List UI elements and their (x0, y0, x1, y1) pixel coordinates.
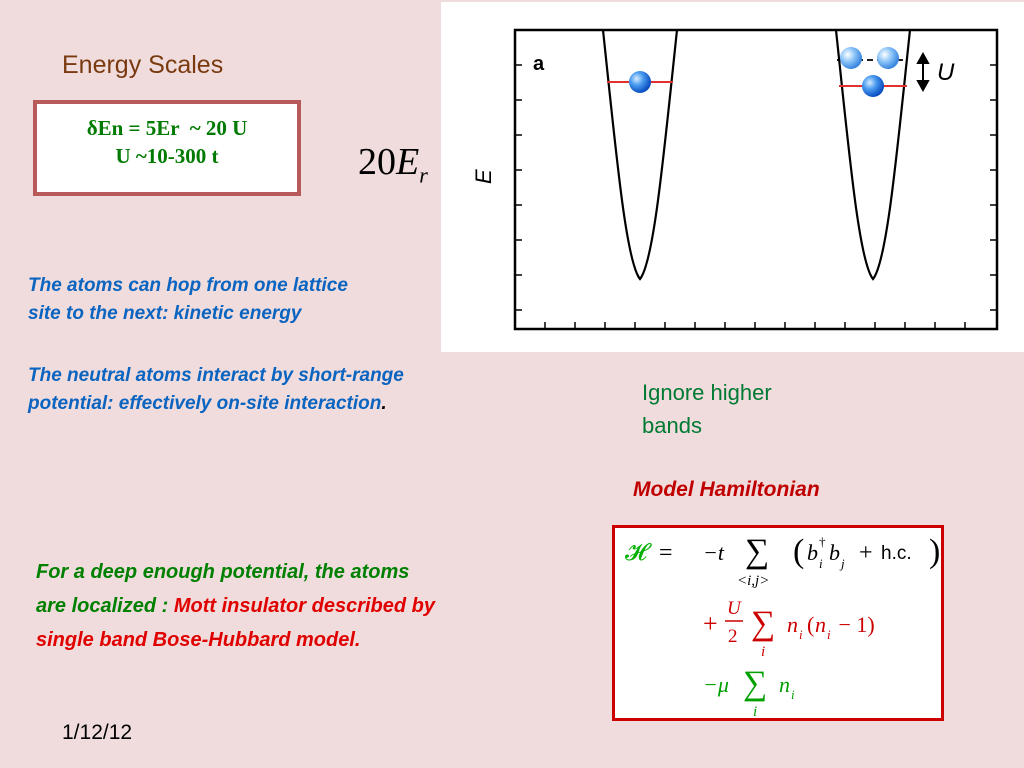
atom-excited-1 (840, 47, 862, 69)
sum-subscript-i-2: i (761, 644, 765, 660)
n-i-sub-2: i (827, 627, 831, 642)
slide-date: 1/12/12 (62, 721, 133, 744)
deep-line-2: are localized : Mott insulator described… (36, 589, 556, 623)
atom-right-well (862, 75, 884, 97)
minus-one-term: − 1) (833, 612, 875, 637)
atom-excited-2 (877, 47, 899, 69)
plot-frame (513, 28, 999, 331)
b-sub-j: j (839, 556, 845, 571)
dagger-symbol: † (819, 534, 826, 549)
minus-mu-term: −μ (703, 672, 729, 697)
ignore-bands-note: Ignore higher bands (642, 376, 842, 442)
interaction-line-2-dot: . (381, 393, 387, 414)
page-title: Energy Scales (62, 51, 224, 79)
equals-sign: = (659, 540, 673, 566)
bottom-axis-ticks (544, 322, 966, 329)
panel-label: a (533, 53, 545, 75)
open-paren-2: ( (807, 612, 814, 637)
fraction-numerator-u: U (727, 598, 742, 619)
sum-symbol-3: ∑ (743, 665, 767, 702)
b-base: b (829, 540, 840, 565)
deep-line-2-green: are localized : (36, 595, 174, 617)
right-axis-ticks (990, 64, 997, 311)
left-axis-ticks (515, 64, 522, 311)
energy-scale-box: δEn = 5Er ~ 20 U U ~10-300 t (33, 100, 301, 196)
big-paren-open: ( (793, 533, 804, 570)
u-double-arrow (916, 51, 930, 93)
model-hamiltonian-label: Model Hamiltonian (633, 478, 820, 501)
hopping-description: The atoms can hop from one lattice site … (28, 272, 428, 328)
big-paren-close: ) (929, 533, 940, 570)
minus-t-term: −t (703, 540, 725, 565)
interaction-line-2-text: potential: effectively on-site interacti… (28, 393, 382, 414)
plus-sign-1: + (859, 540, 873, 566)
ignore-line-2: bands (642, 413, 702, 438)
energy-axis-label: E (471, 169, 496, 184)
n-i-base: n (787, 612, 798, 637)
sum-symbol-2: ∑ (751, 605, 775, 642)
plus-sign-2: + (703, 609, 718, 638)
deep-line-2-red: Mott insulator described by (173, 595, 435, 617)
right-well-curve (834, 29, 912, 281)
hamiltonian-equation: 𝓗 = −t ∑ <i,j> ( b † i b j + h.c. ) + U … (625, 533, 940, 720)
hopping-line-2: site to the next: kinetic energy (28, 303, 302, 324)
recoil-subscript: r (419, 162, 428, 188)
u-label: U (937, 59, 955, 86)
potential-plot: U a E (471, 28, 999, 331)
recoil-symbol: E (396, 141, 420, 183)
b-dagger-base: b (807, 540, 818, 565)
deep-line-1: For a deep enough potential, the atoms (36, 561, 410, 583)
n-i-sub: i (799, 627, 803, 642)
energy-scale-line-1: δEn = 5Er ~ 20 U (86, 116, 248, 140)
potential-plot-panel: U a E (441, 2, 1024, 352)
hermitian-conjugate: h.c. (881, 543, 912, 564)
sum-subscript-ij: <i,j> (737, 573, 769, 589)
sum-subscript-i-3: i (753, 704, 757, 718)
atom-left-well (629, 71, 651, 93)
deep-line-3: single band Bose-Hubbard model. (36, 629, 361, 651)
interaction-line-2: potential: effectively on-site interacti… (28, 390, 488, 418)
interaction-description: The neutral atoms interact by short-rang… (28, 362, 488, 418)
interaction-line-1: The neutral atoms interact by short-rang… (28, 365, 404, 386)
recoil-energy-label: 20Er (358, 140, 428, 189)
left-well-curve (601, 29, 679, 281)
mott-insulator-description: For a deep enough potential, the atoms a… (36, 555, 556, 657)
recoil-coefficient: 20 (358, 141, 396, 183)
n-i-base-3: n (779, 672, 790, 697)
energy-scale-line-2: U ~10-300 t (115, 144, 219, 168)
sum-symbol-1: ∑ (745, 533, 769, 570)
n-i-sub-3: i (791, 687, 795, 702)
n-i-base-2: n (815, 612, 826, 637)
b-dagger-sub-i: i (819, 556, 823, 571)
fraction-denominator: 2 (728, 626, 738, 647)
hopping-line-1: The atoms can hop from one lattice (28, 275, 348, 296)
ignore-line-1: Ignore higher (642, 380, 772, 405)
hamiltonian-box: 𝓗 = −t ∑ <i,j> ( b † i b j + h.c. ) + U … (612, 525, 944, 721)
hamiltonian-symbol: 𝓗 (625, 540, 652, 566)
